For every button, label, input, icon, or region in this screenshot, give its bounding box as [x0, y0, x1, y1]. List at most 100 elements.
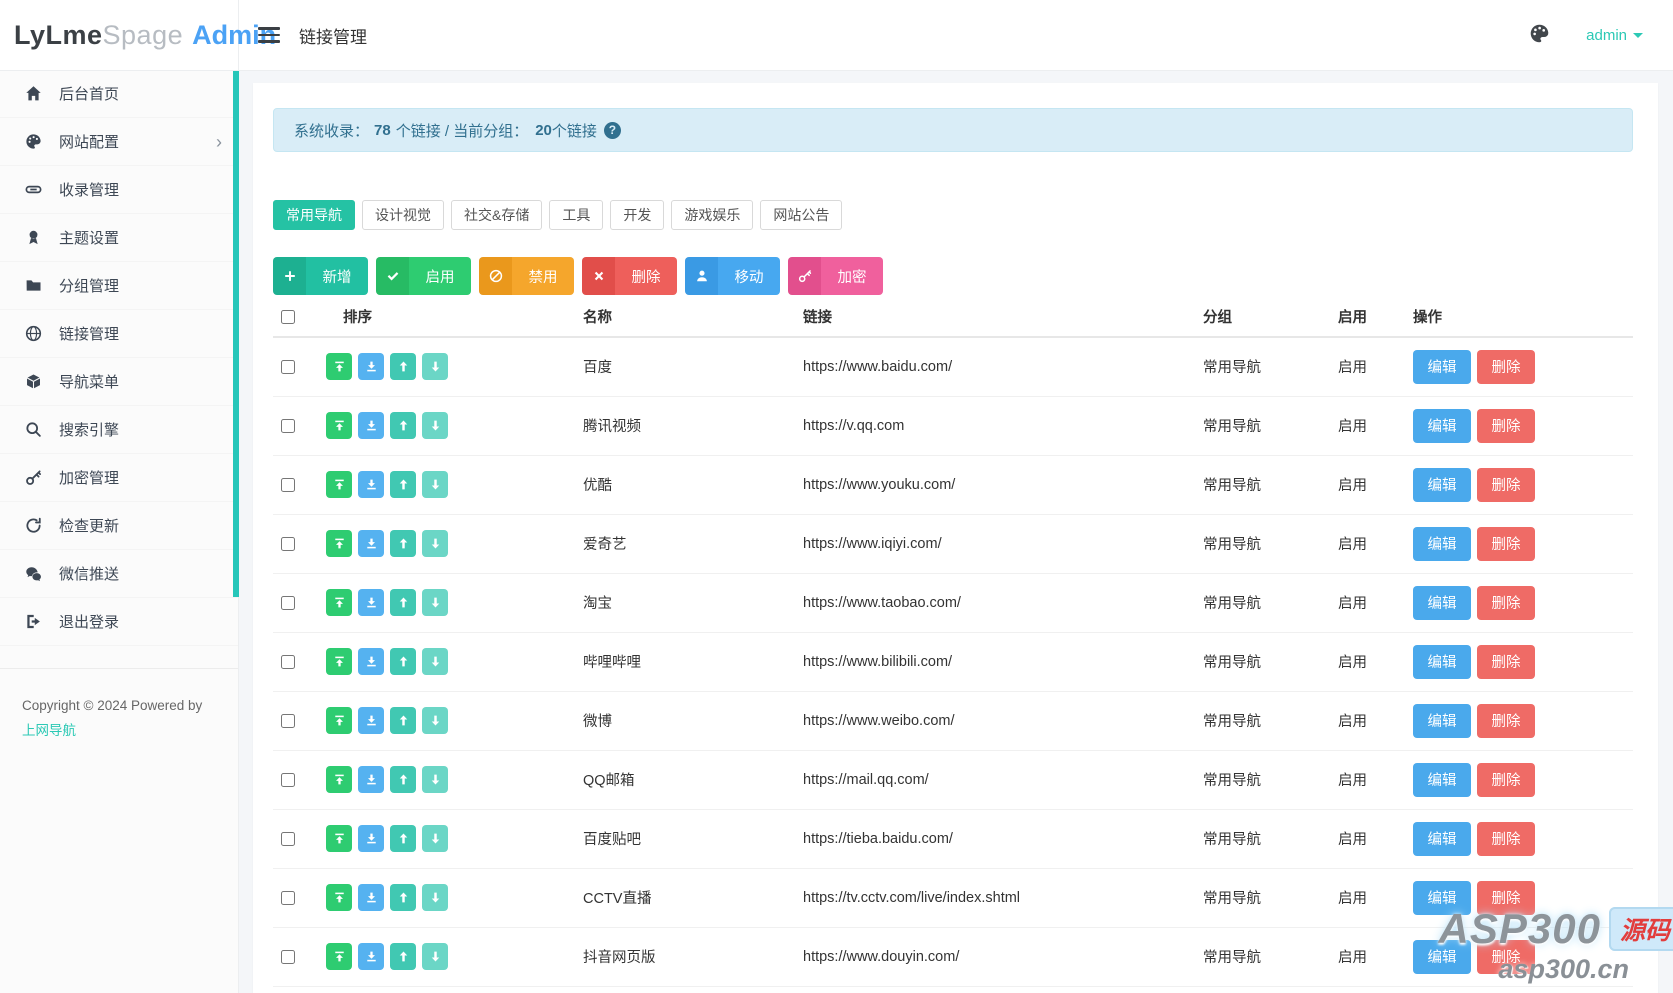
move-up-button[interactable]	[390, 707, 416, 734]
edit-button[interactable]: 编辑	[1413, 526, 1471, 561]
sidebar-item-search-engine[interactable]: 搜索引擎	[0, 406, 238, 454]
sidebar-item-links[interactable]: 链接管理	[0, 310, 238, 358]
delete-button[interactable]: 删除	[582, 257, 677, 295]
edit-button[interactable]: 编辑	[1413, 467, 1471, 502]
row-checkbox[interactable]	[281, 772, 295, 787]
encrypt-button[interactable]: 加密	[788, 257, 883, 295]
move-up-button[interactable]	[390, 884, 416, 911]
tab-social-storage[interactable]: 社交&存储	[451, 200, 543, 230]
move-up-button[interactable]	[390, 353, 416, 381]
move-down-button[interactable]	[422, 825, 448, 852]
move-bottom-button[interactable]	[358, 648, 384, 675]
move-up-button[interactable]	[390, 943, 416, 970]
sidebar-item-home[interactable]: 后台首页	[0, 70, 238, 118]
sidebar-item-nav-menu[interactable]: 导航菜单	[0, 358, 238, 406]
delete-button[interactable]: 删除	[1477, 349, 1535, 384]
move-up-button[interactable]	[390, 530, 416, 557]
tab-site-notice[interactable]: 网站公告	[760, 200, 843, 230]
move-top-button[interactable]	[326, 707, 352, 734]
move-down-button[interactable]	[422, 353, 448, 381]
delete-button[interactable]: 删除	[1477, 762, 1535, 797]
move-top-button[interactable]	[326, 766, 352, 793]
move-top-button[interactable]	[326, 471, 352, 498]
user-dropdown[interactable]: admin	[1580, 26, 1649, 45]
move-down-button[interactable]	[422, 648, 448, 675]
tab-dev[interactable]: 开发	[610, 200, 665, 230]
move-up-button[interactable]	[390, 825, 416, 852]
move-top-button[interactable]	[326, 884, 352, 911]
sidebar-item-check-update[interactable]: 检查更新	[0, 502, 238, 550]
add-button[interactable]: 新增	[273, 257, 368, 295]
move-down-button[interactable]	[422, 412, 448, 439]
move-top-button[interactable]	[326, 353, 352, 381]
move-up-button[interactable]	[390, 412, 416, 439]
edit-button[interactable]: 编辑	[1413, 939, 1471, 974]
move-top-button[interactable]	[326, 412, 352, 439]
sidebar-item-collect[interactable]: 收录管理	[0, 166, 238, 214]
select-all-checkbox[interactable]	[281, 309, 295, 324]
edit-button[interactable]: 编辑	[1413, 349, 1471, 384]
theme-palette-button[interactable]	[1529, 23, 1550, 47]
move-down-button[interactable]	[422, 766, 448, 793]
move-up-button[interactable]	[390, 766, 416, 793]
sidebar-item-wechat-push[interactable]: 微信推送	[0, 550, 238, 598]
move-down-button[interactable]	[422, 884, 448, 911]
move-bottom-button[interactable]	[358, 884, 384, 911]
move-up-button[interactable]	[390, 589, 416, 616]
delete-button[interactable]: 删除	[1477, 644, 1535, 679]
move-bottom-button[interactable]	[358, 353, 384, 381]
sidebar-item-theme[interactable]: 主题设置	[0, 214, 238, 262]
question-icon[interactable]: ?	[603, 121, 621, 139]
row-checkbox[interactable]	[281, 949, 295, 964]
edit-button[interactable]: 编辑	[1413, 585, 1471, 620]
move-bottom-button[interactable]	[358, 766, 384, 793]
move-up-button[interactable]	[390, 471, 416, 498]
move-top-button[interactable]	[326, 825, 352, 852]
move-button[interactable]: 移动	[685, 257, 780, 295]
sidebar-item-logout[interactable]: 退出登录	[0, 598, 238, 646]
row-checkbox[interactable]	[281, 595, 295, 610]
move-down-button[interactable]	[422, 471, 448, 498]
disable-button[interactable]: 禁用	[479, 257, 574, 295]
move-bottom-button[interactable]	[358, 707, 384, 734]
delete-button[interactable]: 删除	[1477, 526, 1535, 561]
delete-button[interactable]: 删除	[1477, 821, 1535, 856]
edit-button[interactable]: 编辑	[1413, 821, 1471, 856]
sidebar-item-groups[interactable]: 分组管理	[0, 262, 238, 310]
move-top-button[interactable]	[326, 943, 352, 970]
edit-button[interactable]: 编辑	[1413, 880, 1471, 915]
row-checkbox[interactable]	[281, 536, 295, 551]
delete-button[interactable]: 删除	[1477, 585, 1535, 620]
sidebar-item-site-config[interactable]: 网站配置 ›	[0, 118, 238, 166]
move-bottom-button[interactable]	[358, 825, 384, 852]
row-checkbox[interactable]	[281, 831, 295, 846]
move-bottom-button[interactable]	[358, 412, 384, 439]
edit-button[interactable]: 编辑	[1413, 408, 1471, 443]
move-bottom-button[interactable]	[358, 530, 384, 557]
sidebar-item-encrypt[interactable]: 加密管理	[0, 454, 238, 502]
row-checkbox[interactable]	[281, 359, 295, 374]
move-top-button[interactable]	[326, 648, 352, 675]
move-top-button[interactable]	[326, 589, 352, 616]
edit-button[interactable]: 编辑	[1413, 762, 1471, 797]
edit-button[interactable]: 编辑	[1413, 644, 1471, 679]
move-bottom-button[interactable]	[358, 943, 384, 970]
move-down-button[interactable]	[422, 707, 448, 734]
move-up-button[interactable]	[390, 648, 416, 675]
enable-button[interactable]: 启用	[376, 257, 471, 295]
edit-button[interactable]: 编辑	[1413, 703, 1471, 738]
move-bottom-button[interactable]	[358, 589, 384, 616]
delete-button[interactable]: 删除	[1477, 467, 1535, 502]
move-down-button[interactable]	[422, 589, 448, 616]
delete-button[interactable]: 删除	[1477, 408, 1535, 443]
sidebar-scrollbar[interactable]	[233, 70, 239, 597]
tab-games[interactable]: 游戏娱乐	[671, 200, 754, 230]
move-down-button[interactable]	[422, 943, 448, 970]
sidebar-toggle-button[interactable]	[254, 19, 284, 51]
delete-button[interactable]: 删除	[1477, 939, 1535, 974]
tab-common-nav[interactable]: 常用导航	[273, 200, 355, 230]
row-checkbox[interactable]	[281, 654, 295, 669]
move-bottom-button[interactable]	[358, 471, 384, 498]
row-checkbox[interactable]	[281, 890, 295, 905]
row-checkbox[interactable]	[281, 477, 295, 492]
